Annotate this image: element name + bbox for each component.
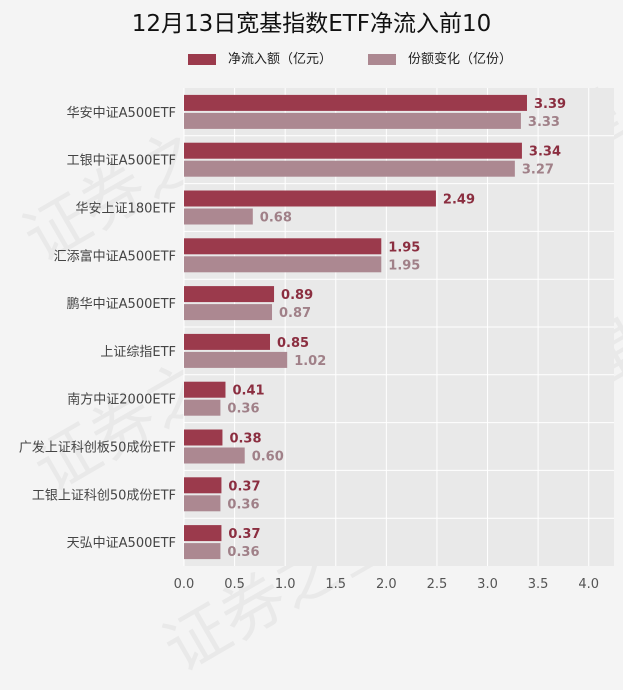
bar-share-change bbox=[184, 543, 221, 560]
x-tick-label: 2.5 bbox=[427, 577, 448, 592]
bar-net-inflow bbox=[184, 94, 527, 111]
legend-item-net-inflow: 净流入额（亿元） bbox=[188, 48, 332, 67]
y-tick-label: 华安上证180ETF bbox=[76, 202, 176, 217]
x-tick-label: 0.0 bbox=[174, 577, 195, 592]
y-tick-label: 鹏华中证A500ETF bbox=[67, 297, 176, 312]
bar-share-change bbox=[184, 495, 221, 512]
data-label-share-change: 1.02 bbox=[294, 354, 326, 369]
y-tick-label: 汇添富中证A500ETF bbox=[54, 248, 176, 264]
x-tick-label: 1.0 bbox=[275, 577, 296, 592]
data-label-net-inflow: 0.38 bbox=[229, 432, 261, 447]
x-tick-label: 0.5 bbox=[224, 577, 245, 592]
data-label-share-change: 0.60 bbox=[252, 450, 284, 465]
bar-net-inflow bbox=[184, 429, 223, 446]
x-tick-label: 4.0 bbox=[578, 577, 599, 592]
x-tick-label: 3.5 bbox=[528, 577, 549, 592]
bar-net-inflow bbox=[184, 238, 382, 255]
bar-share-change bbox=[184, 112, 521, 129]
data-label-share-change: 1.95 bbox=[388, 258, 420, 273]
y-tick-label: 工银中证A500ETF bbox=[67, 154, 176, 169]
x-tick-label: 1.5 bbox=[325, 577, 346, 592]
y-tick-label: 工银上证科创50成份ETF bbox=[32, 488, 176, 503]
data-label-share-change: 0.87 bbox=[279, 306, 311, 321]
data-label-net-inflow: 3.34 bbox=[529, 145, 561, 160]
bar-share-change bbox=[184, 208, 253, 225]
bar-net-inflow bbox=[184, 477, 222, 494]
bar-share-change bbox=[184, 447, 245, 464]
data-label-net-inflow: 2.49 bbox=[443, 193, 475, 208]
data-label-net-inflow: 0.37 bbox=[228, 479, 260, 494]
chart-title: 12月13日宽基指数ETF净流入前10 bbox=[131, 11, 492, 37]
bar-net-inflow bbox=[184, 525, 222, 542]
bar-net-inflow bbox=[184, 142, 522, 159]
data-label-net-inflow: 0.89 bbox=[281, 288, 313, 303]
y-tick-label: 广发上证科创板50成份ETF bbox=[19, 440, 176, 456]
bar-chart: 0.0 0.5 1.0 1.5 2.0 2.5 3.0 3.5 4.0 华安中证A500ETF 3.… bbox=[19, 88, 614, 592]
legend-label-share-change: 份额变化（亿份） bbox=[408, 52, 513, 67]
bar-share-change bbox=[184, 399, 221, 416]
bar-net-inflow bbox=[184, 190, 436, 207]
data-label-share-change: 0.36 bbox=[227, 497, 259, 512]
data-label-share-change: 3.27 bbox=[522, 163, 554, 178]
data-label-net-inflow: 1.95 bbox=[388, 240, 420, 255]
bar-net-inflow bbox=[184, 286, 275, 303]
data-label-net-inflow: 3.39 bbox=[534, 97, 566, 112]
y-tick-label: 上证综指ETF bbox=[100, 345, 176, 360]
y-tick-label: 南方中证2000ETF bbox=[67, 392, 176, 408]
bar-share-change bbox=[184, 160, 515, 177]
bar-net-inflow bbox=[184, 381, 226, 398]
x-tick-label: 3.0 bbox=[477, 577, 498, 592]
data-label-net-inflow: 0.85 bbox=[277, 336, 309, 351]
bar-share-change bbox=[184, 351, 288, 368]
y-tick-label: 华安中证A500ETF bbox=[67, 106, 176, 121]
x-tick-label: 2.0 bbox=[376, 577, 397, 592]
data-label-net-inflow: 0.41 bbox=[232, 384, 264, 399]
legend-swatch-net-inflow bbox=[188, 54, 216, 65]
bar-share-change bbox=[184, 304, 273, 321]
y-tick-label: 天弘中证A500ETF bbox=[67, 536, 176, 551]
data-label-share-change: 0.68 bbox=[260, 211, 292, 226]
legend-swatch-share-change bbox=[368, 54, 396, 65]
bar-net-inflow bbox=[184, 333, 270, 350]
legend-label-net-inflow: 净流入额（亿元） bbox=[228, 52, 333, 67]
data-label-share-change: 0.36 bbox=[227, 545, 259, 560]
data-label-share-change: 0.36 bbox=[227, 402, 259, 417]
bar-share-change bbox=[184, 256, 382, 273]
data-label-net-inflow: 0.37 bbox=[228, 527, 260, 542]
legend-item-share-change: 份额变化（亿份） bbox=[368, 48, 512, 67]
data-label-share-change: 3.33 bbox=[528, 115, 560, 130]
